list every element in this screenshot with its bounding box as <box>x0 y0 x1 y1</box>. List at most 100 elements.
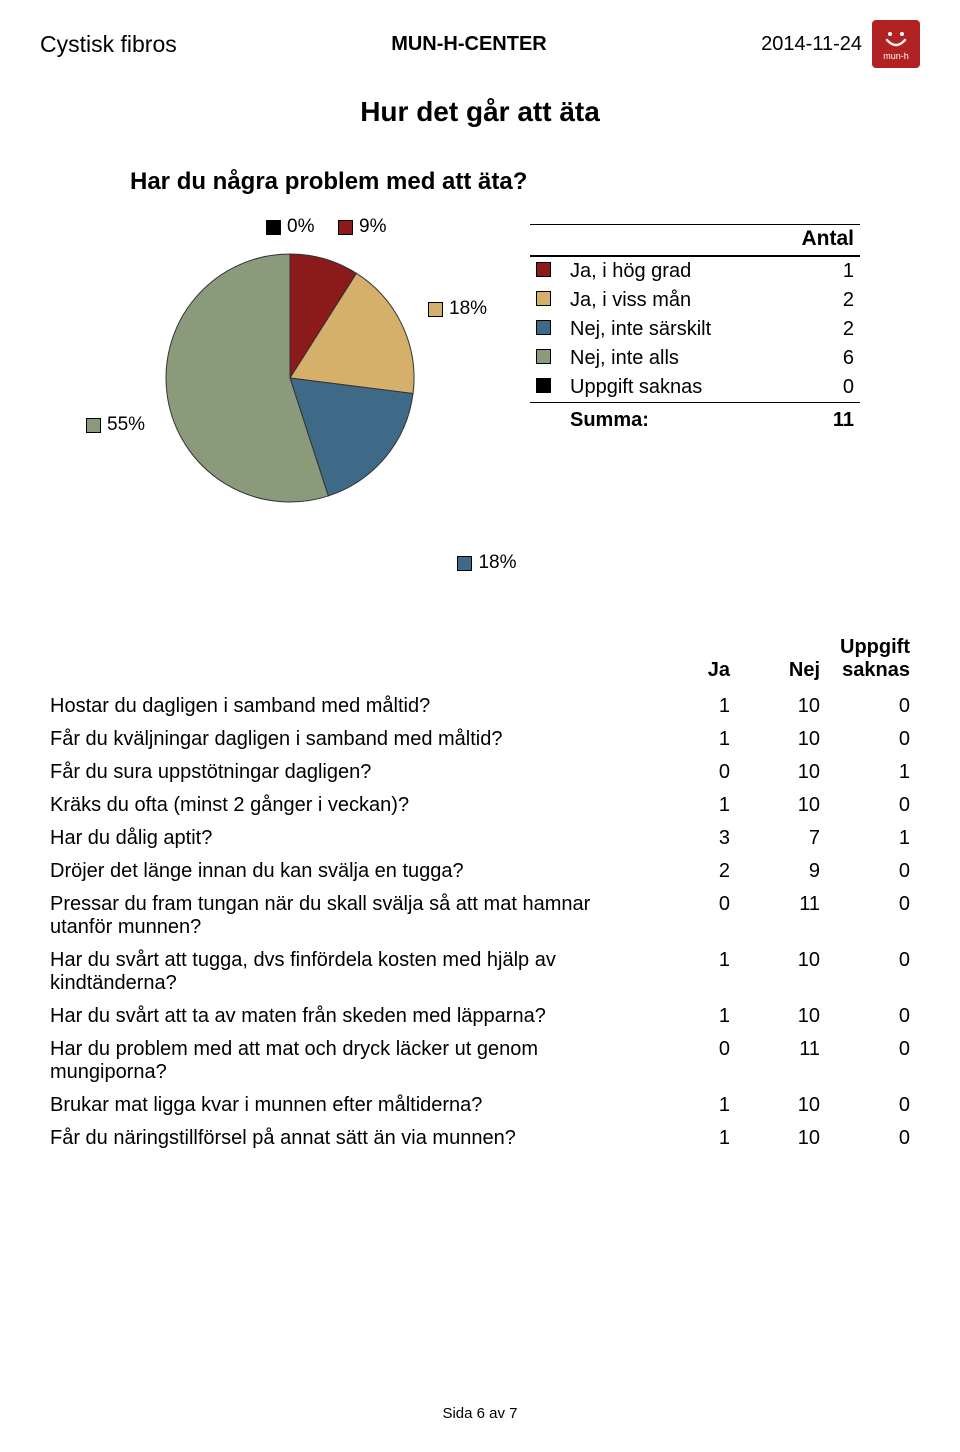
cell-ja: 1 <box>650 944 740 1000</box>
cell-nej: 11 <box>740 888 830 944</box>
pie-svg <box>90 218 490 538</box>
legend-table: Antal Ja, i hög grad1Ja, i viss mån2Nej,… <box>530 224 860 435</box>
col-ja: Ja <box>650 634 740 690</box>
cell-question: Får du kväljningar dagligen i samband me… <box>40 723 650 756</box>
cell-nej: 10 <box>740 723 830 756</box>
header-left: Cystisk fibros <box>40 31 177 58</box>
cell-us: 1 <box>830 822 920 855</box>
cell-question: Har du svårt att ta av maten från skeden… <box>40 1000 650 1033</box>
pie-label-55-text: 55% <box>107 414 145 436</box>
cell-question: Har du problem med att mat och dryck läc… <box>40 1033 650 1089</box>
pie-chart: 0% 9% 18% 55% <box>90 218 490 538</box>
cell-ja: 1 <box>650 1122 740 1155</box>
cell-ja: 1 <box>650 1000 740 1033</box>
cell-question: Kräks du ofta (minst 2 gånger i veckan)? <box>40 789 650 822</box>
table-row: Har du problem med att mat och dryck läc… <box>40 1033 920 1089</box>
cell-question: Har du svårt att tugga, dvs finfördela k… <box>40 944 650 1000</box>
cell-nej: 7 <box>740 822 830 855</box>
cell-ja: 0 <box>650 1033 740 1089</box>
swatch-icon <box>428 302 443 317</box>
legend-row: Nej, inte alls6 <box>530 344 860 373</box>
cell-us: 0 <box>830 855 920 888</box>
cell-question: Har du dålig aptit? <box>40 822 650 855</box>
cell-nej: 10 <box>740 944 830 1000</box>
legend-row: Nej, inte särskilt2 <box>530 315 860 344</box>
legend-value: 6 <box>772 344 860 373</box>
col-question <box>40 634 650 690</box>
swatch-icon <box>536 262 551 277</box>
pie-label-55: 55% <box>86 414 145 436</box>
pie-label-0: 0% <box>266 216 314 238</box>
data-table: Ja Nej Uppgift saknas Hostar du dagligen… <box>40 634 920 1155</box>
cell-ja: 0 <box>650 888 740 944</box>
cell-ja: 1 <box>650 789 740 822</box>
page-header: Cystisk fibros MUN-H-CENTER 2014-11-24 m… <box>40 20 920 68</box>
cell-question: Dröjer det länge innan du kan svälja en … <box>40 855 650 888</box>
legend-row: Ja, i hög grad1 <box>530 256 860 286</box>
col-us: Uppgift saknas <box>830 634 920 690</box>
logo-icon: mun-h <box>872 20 920 68</box>
swatch-icon <box>266 220 281 235</box>
cell-us: 0 <box>830 888 920 944</box>
header-right: 2014-11-24 mun-h <box>761 20 920 68</box>
cell-question: Får du sura uppstötningar dagligen? <box>40 756 650 789</box>
table-row: Får du näringstillförsel på annat sätt ä… <box>40 1122 920 1155</box>
legend-row: Ja, i viss mån2 <box>530 286 860 315</box>
legend-value: 2 <box>772 315 860 344</box>
legend-value: 0 <box>772 373 860 403</box>
cell-nej: 10 <box>740 789 830 822</box>
cell-us: 0 <box>830 1089 920 1122</box>
cell-nej: 9 <box>740 855 830 888</box>
col-nej: Nej <box>740 634 830 690</box>
cell-us: 0 <box>830 690 920 723</box>
legend-label: Ja, i viss mån <box>564 286 772 315</box>
header-center: MUN-H-CENTER <box>391 33 547 56</box>
pie-label-0-text: 0% <box>287 216 314 238</box>
pie-label-9: 9% <box>338 216 386 238</box>
table-row: Dröjer det länge innan du kan svälja en … <box>40 855 920 888</box>
legend-label: Ja, i hög grad <box>564 256 772 286</box>
swatch-icon <box>536 349 551 364</box>
pie-label-18a: 18% <box>428 298 487 320</box>
legend-value: 1 <box>772 256 860 286</box>
cell-us: 0 <box>830 723 920 756</box>
swatch-icon <box>338 220 353 235</box>
page: Cystisk fibros MUN-H-CENTER 2014-11-24 m… <box>0 0 960 1452</box>
cell-ja: 0 <box>650 756 740 789</box>
table-row: Hostar du dagligen i samband med måltid?… <box>40 690 920 723</box>
legend-header: Antal <box>772 225 860 257</box>
pie-label-18b: 18% <box>40 552 920 574</box>
cell-nej: 10 <box>740 1122 830 1155</box>
cell-question: Hostar du dagligen i samband med måltid? <box>40 690 650 723</box>
legend-sum-value: 11 <box>772 403 860 436</box>
chart-row: 0% 9% 18% 55% Antal Ja, i hög grad1Ja, i… <box>40 218 920 538</box>
pie-label-18a-text: 18% <box>449 298 487 320</box>
cell-us: 0 <box>830 1000 920 1033</box>
cell-question: Får du näringstillförsel på annat sätt ä… <box>40 1122 650 1155</box>
cell-nej: 10 <box>740 1089 830 1122</box>
swatch-icon <box>536 291 551 306</box>
cell-us: 1 <box>830 756 920 789</box>
legend-label: Nej, inte alls <box>564 344 772 373</box>
page-title: Hur det går att äta <box>40 96 920 128</box>
table-row: Har du svårt att ta av maten från skeden… <box>40 1000 920 1033</box>
page-subtitle: Har du några problem med att äta? <box>40 168 920 196</box>
cell-ja: 1 <box>650 690 740 723</box>
cell-us: 0 <box>830 1122 920 1155</box>
cell-ja: 3 <box>650 822 740 855</box>
table-row: Får du kväljningar dagligen i samband me… <box>40 723 920 756</box>
pie-label-18b-text: 18% <box>478 552 516 574</box>
cell-us: 0 <box>830 1033 920 1089</box>
cell-ja: 2 <box>650 855 740 888</box>
cell-question: Brukar mat ligga kvar i munnen efter mål… <box>40 1089 650 1122</box>
cell-nej: 10 <box>740 1000 830 1033</box>
cell-nej: 11 <box>740 1033 830 1089</box>
page-footer: Sida 6 av 7 <box>0 1405 960 1422</box>
table-row: Kräks du ofta (minst 2 gånger i veckan)?… <box>40 789 920 822</box>
table-row: Får du sura uppstötningar dagligen?0101 <box>40 756 920 789</box>
cell-nej: 10 <box>740 690 830 723</box>
legend-value: 2 <box>772 286 860 315</box>
header-date: 2014-11-24 <box>761 33 862 56</box>
pie-label-9-text: 9% <box>359 216 386 238</box>
cell-ja: 1 <box>650 723 740 756</box>
